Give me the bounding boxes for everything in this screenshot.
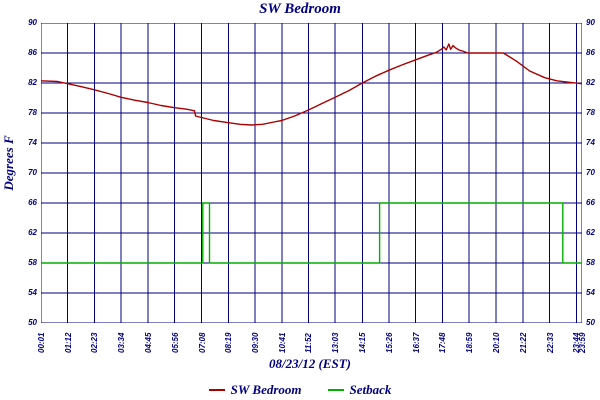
y-tick-label-right: 78 [586,108,595,117]
x-tick-label: 03:34 [117,332,127,353]
y-tick-label-left: 50 [28,318,37,327]
y-tick-label-left: 78 [28,108,37,117]
x-tick-label: 18:59 [465,332,475,353]
x-tick-label: 13:03 [331,332,341,353]
x-tick-label: 08:19 [224,332,234,353]
legend-item: SW Bedroom [208,382,302,398]
x-tick-label: 21:22 [518,332,528,353]
x-tick-label: 10:41 [277,332,287,353]
legend-swatch-icon [327,389,344,391]
plot-area [41,23,582,323]
y-tick-label-left: 74 [28,138,37,147]
series-sw-bedroom [41,43,582,126]
x-tick-label: 15:26 [385,332,394,353]
y-tick-label-left: 54 [28,288,37,297]
legend: SW Bedroom Setback [0,382,600,398]
y-tick-label-right: 82 [586,78,595,87]
x-tick-label: 22:33 [545,332,555,353]
y-tick-label-right: 86 [586,48,595,57]
y-tick-label-left: 62 [28,228,37,237]
x-tick-label: 14:15 [358,332,368,353]
y-tick-label-right: 90 [586,18,595,27]
x-tick-label: 23:59 [578,332,587,353]
x-tick-label: 16:37 [411,332,421,353]
x-tick-label: 20:10 [491,332,501,353]
x-tick-label: 02:23 [90,332,100,353]
y-tick-label-left: 70 [28,168,37,177]
x-tick-label: 11:52 [304,333,314,353]
x-tick-label: 05:56 [170,332,180,353]
y-tick-label-left: 90 [28,18,37,27]
series-setback [41,202,582,264]
y-tick-label-right: 66 [586,198,595,207]
y-tick-label-right: 50 [586,318,595,327]
x-tick-label: 04:45 [143,332,153,353]
chart-title: SW Bedroom [259,1,341,17]
x-axis-label: 08/23/12 (EST) [269,356,351,371]
legend-label: Setback [349,382,392,397]
legend-label: SW Bedroom [230,382,302,397]
x-tick-label: 01:12 [63,332,73,353]
y-tick-label-left: 66 [28,198,37,207]
y-tick-label-left: 58 [28,258,37,267]
y-tick-label-left: 82 [28,78,37,87]
y-tick-label-right: 62 [586,228,595,237]
x-tick-label: 17:48 [438,332,448,353]
y-tick-label-left: 86 [28,48,37,57]
y-tick-label-right: 54 [586,288,595,297]
x-tick-label: 00:01 [37,332,46,353]
legend-item: Setback [327,382,392,398]
legend-swatch-icon [208,389,225,391]
y-tick-label-right: 74 [586,138,595,147]
x-tick-label: 07:08 [197,332,207,353]
y-tick-label-right: 58 [586,258,595,267]
y-tick-label-right: 70 [586,168,595,177]
x-tick-label: 09:30 [251,332,261,353]
